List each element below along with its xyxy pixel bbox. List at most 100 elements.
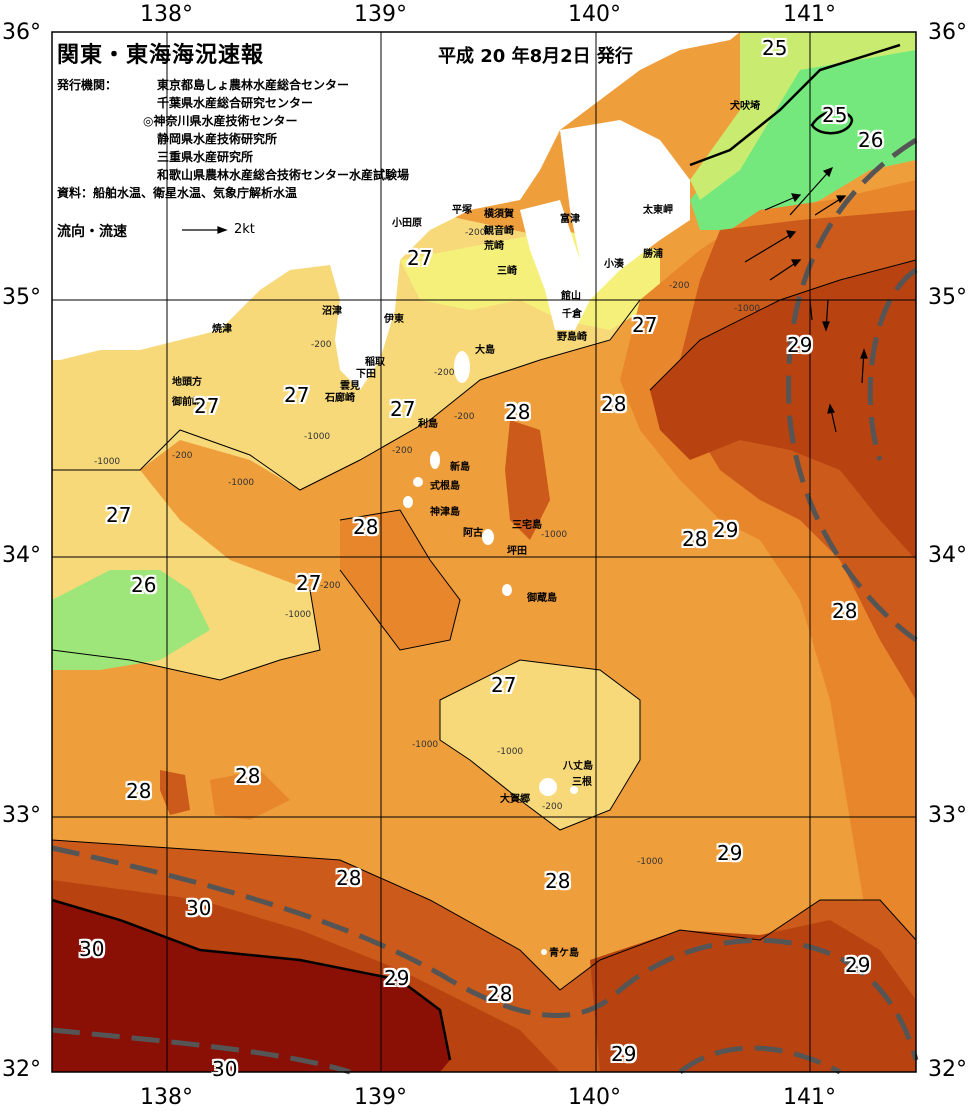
isotherm-label: 28	[353, 515, 379, 539]
place-label: 太東岬	[643, 205, 673, 216]
isotherm-label: 29	[717, 841, 743, 865]
isotherm-label: 27	[106, 503, 132, 527]
place-label: 八丈島	[563, 761, 593, 772]
publisher-item: 和歌山県農林水産総合技術センター水産試験場	[157, 168, 410, 182]
isotherm-label: 27	[284, 383, 310, 407]
place-label: 犬吠埼	[730, 101, 760, 112]
depth-label: -1000	[304, 432, 331, 442]
place-label: 大島	[475, 345, 495, 356]
place-label: 三崎	[497, 266, 517, 277]
isotherm-label: 29	[384, 966, 410, 990]
current-legend-scale: 2kt	[234, 222, 255, 237]
depth-label: -1000	[412, 740, 439, 750]
isotherm-label: 27	[296, 571, 322, 595]
publisher-item: 東京都島しょ農林水産総合センター	[157, 78, 350, 92]
lon-label-top: 141°	[783, 2, 836, 27]
lat-label-left: 34°	[2, 543, 41, 568]
isotherm-label: 29	[713, 518, 739, 542]
depth-label: -1000	[94, 457, 121, 467]
place-label: 沼津	[322, 306, 342, 317]
isotherm-label: 30	[186, 896, 212, 920]
data-sources: 資料：船舶水温、衛星水温、気象庁解析水温	[57, 186, 298, 200]
place-label: 小田原	[392, 218, 422, 229]
isotherm-label: 27	[390, 397, 416, 421]
isotherm-label: 29	[611, 1042, 637, 1066]
place-label: 利島	[418, 419, 438, 430]
lat-label-right: 33°	[928, 803, 967, 828]
isotherm-label: 26	[131, 573, 157, 597]
isotherm-label: 29	[787, 333, 813, 357]
publisher-item: 千葉県水産総合研究センター	[157, 96, 314, 110]
lon-label-top: 140°	[568, 2, 621, 27]
depth-label: -200	[392, 446, 413, 456]
lat-label-left: 33°	[2, 803, 41, 828]
isotherm-label: 30	[212, 1057, 238, 1081]
place-label: 下田	[356, 369, 376, 380]
map-title: 関東・東海海況速報	[57, 43, 265, 68]
place-label: 野島崎	[557, 332, 587, 343]
publisher-item: 三重県水産研究所	[157, 150, 254, 164]
isotherm-label: 28	[601, 392, 627, 416]
depth-label: -200	[669, 281, 690, 291]
lat-label-right: 34°	[928, 543, 967, 568]
place-label: 館山	[561, 291, 581, 302]
depth-label: -200	[172, 451, 193, 461]
isotherm-label: 28	[235, 764, 261, 788]
place-label: 観音崎	[484, 226, 514, 237]
isotherm-label: 28	[545, 869, 571, 893]
place-label: 雲見	[340, 381, 360, 392]
isotherm-label: 27	[407, 246, 433, 270]
lon-label-bottom: 141°	[783, 1085, 836, 1110]
place-label: 勝浦	[643, 249, 663, 260]
place-label: 荒崎	[484, 241, 504, 252]
place-label: 青ケ島	[549, 948, 579, 959]
isotherm-label: 27	[632, 313, 658, 337]
place-label: 千倉	[562, 309, 582, 320]
place-label: 伊東	[384, 314, 404, 325]
isotherm-label: 28	[505, 400, 531, 424]
depth-label: -200	[454, 412, 475, 422]
place-label: 神津島	[430, 507, 460, 518]
depth-label: -200	[311, 340, 332, 350]
place-label: 富津	[560, 214, 580, 225]
isotherm-label: 30	[79, 937, 105, 961]
place-label: 三根	[572, 777, 592, 788]
depth-label: -200	[320, 581, 341, 591]
place-label: 阿古	[463, 528, 483, 539]
depth-label: -1000	[285, 610, 312, 620]
isotherm-label: 29	[845, 953, 871, 977]
place-label: 新島	[450, 462, 470, 473]
isotherm-label: 28	[336, 866, 362, 890]
place-label: 稲取	[365, 357, 385, 368]
place-label: 平塚	[452, 205, 472, 216]
isotherm-label: 25	[822, 103, 848, 127]
place-label: 大賀郷	[500, 794, 530, 805]
publisher-item: ◎神奈川県水産技術センター	[143, 114, 298, 128]
publisher-item: 静岡県水産技術研究所	[157, 132, 278, 146]
isotherm-label: 26	[858, 128, 884, 152]
isotherm-label: 28	[682, 527, 708, 551]
isotherm-label: 25	[762, 36, 788, 60]
place-label: 横須賀	[484, 209, 514, 220]
isotherm-label: 28	[487, 982, 513, 1006]
depth-label: -1000	[637, 857, 664, 867]
place-label: 石廊崎	[325, 393, 355, 404]
place-label: 御前崎	[172, 397, 202, 408]
place-label: 小湊	[604, 259, 624, 270]
depth-label: -1000	[228, 478, 255, 488]
depth-label: -1000	[541, 530, 568, 540]
lon-label-bottom: 140°	[568, 1085, 621, 1110]
lat-label-right: 35°	[928, 285, 967, 310]
depth-label: -200	[434, 368, 455, 378]
place-label: 式根島	[430, 481, 460, 492]
depth-label: -1000	[497, 747, 524, 757]
place-label: 地頭方	[172, 377, 202, 388]
publisher-label: 発行機関：	[57, 78, 118, 92]
place-label: 坪田	[507, 546, 527, 557]
issue-date: 平成 20 年8月2日 発行	[438, 46, 633, 67]
isotherm-label: 28	[126, 779, 152, 803]
lat-label-right: 32°	[928, 1057, 967, 1082]
lat-label-right: 36°	[928, 20, 967, 45]
